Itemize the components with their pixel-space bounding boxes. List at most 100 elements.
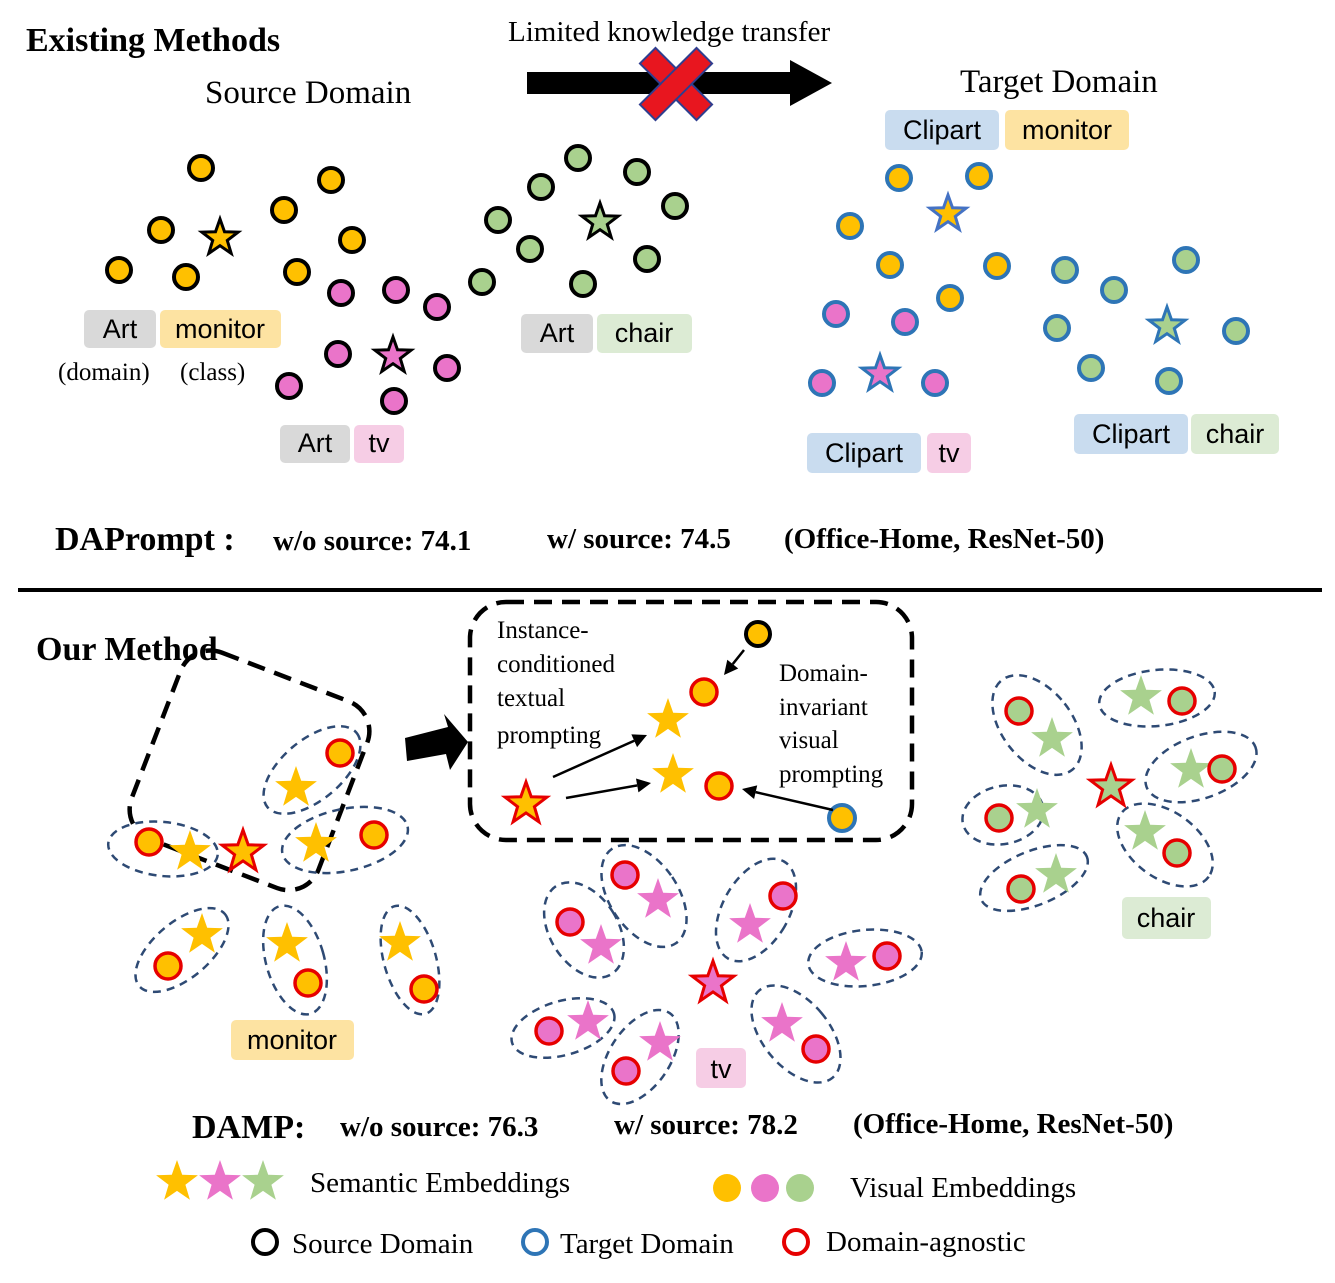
target-domain-title: Target Domain xyxy=(960,64,1158,100)
pair-group-outline xyxy=(280,805,410,875)
pink-target-visual-embedding xyxy=(921,369,949,397)
tag-chair: chair xyxy=(1122,897,1211,939)
gold-target-visual-embedding xyxy=(983,252,1011,280)
pink-semantic-embedding-star xyxy=(860,353,900,391)
method-name: DAMP: xyxy=(192,1109,305,1146)
textual-label-line-4: prompting xyxy=(497,722,602,749)
gold-source-visual-embedding xyxy=(172,263,200,291)
gold-target-visual-embedding xyxy=(836,212,864,240)
gold-semantic-embedding-star xyxy=(503,780,549,824)
pair-group-outline xyxy=(806,928,924,988)
gold-agnostic-visual-embedding xyxy=(153,951,183,981)
tag-clipart-monitor: Clipart monitor xyxy=(885,110,1129,150)
green-semantic-embedding-star xyxy=(1170,748,1212,788)
visual-label-line-2: invariant xyxy=(779,694,868,721)
pink-semantic-embedding-star xyxy=(567,1000,609,1040)
green-semantic-embedding-star xyxy=(1031,717,1073,757)
tag-class-text: chair xyxy=(615,318,674,348)
pink-target-visual-embedding xyxy=(822,300,850,328)
wo-source-score: w/o source: 74.1 xyxy=(273,525,471,557)
pink-agnostic-visual-embedding xyxy=(611,1056,641,1086)
gold-target-visual-embedding xyxy=(876,251,904,279)
gold-source-visual-embedding xyxy=(187,154,215,182)
textual-label-line-2: conditioned xyxy=(497,651,616,678)
tag-class-text: tv xyxy=(938,438,960,468)
pink-source-visual-embedding xyxy=(433,354,461,382)
gold-target-visual-embedding xyxy=(885,164,913,192)
pink-source-visual-embedding xyxy=(275,372,303,400)
green-semantic-embedding-star xyxy=(1016,788,1058,828)
gold-semantic-embedding-star xyxy=(275,766,317,806)
tag-class-text: chair xyxy=(1137,903,1196,933)
pink-agnostic-visual-embedding xyxy=(768,881,798,911)
tag-domain-text: Art xyxy=(103,314,138,344)
tag-domain-text: Clipart xyxy=(1092,419,1171,449)
pink-source-visual-embedding xyxy=(423,293,451,321)
pair-group-outline xyxy=(1097,668,1217,728)
gold-visual-legend-swatch xyxy=(713,1174,741,1202)
gold-semantic-embedding-star xyxy=(295,822,337,862)
green-agnostic-visual-embedding xyxy=(1162,838,1192,868)
agnostic-domain-legend-ring xyxy=(782,1228,810,1256)
wo-source-score: w/o source: 76.3 xyxy=(340,1111,538,1143)
green-visual-legend-swatch xyxy=(786,1174,814,1202)
green-target-visual-embedding xyxy=(1155,367,1183,395)
green-agnostic-visual-embedding xyxy=(1004,696,1034,726)
pink-semantic-embedding-star xyxy=(637,878,679,918)
gold-agnostic-visual-embedding xyxy=(704,771,734,801)
gold-source-visual-embedding xyxy=(744,620,772,648)
gold-semantic-embedding-star xyxy=(156,1160,198,1200)
zoom-arrow xyxy=(405,714,468,770)
pair-group-outline xyxy=(262,724,362,816)
pink-semantic-embedding-star xyxy=(199,1160,241,1200)
gold-agnostic-visual-embedding xyxy=(359,820,389,850)
green-source-visual-embedding xyxy=(527,173,555,201)
gold-semantic-embedding-star xyxy=(266,922,308,962)
zoom-region xyxy=(127,648,372,893)
gold-semantic-embedding-star xyxy=(200,217,240,255)
tag-domain-text: Art xyxy=(298,428,333,458)
tag-class-text: monitor xyxy=(247,1025,337,1055)
domain-agnostic-clusters xyxy=(106,668,1258,1106)
tag-class-text: tv xyxy=(710,1054,732,1084)
bottom-title: Our Method xyxy=(36,631,218,668)
pink-source-visual-embedding xyxy=(324,340,352,368)
green-target-visual-embedding xyxy=(1043,314,1071,342)
gold-target-visual-embedding xyxy=(936,284,964,312)
legend-source-label: Source Domain xyxy=(292,1228,474,1260)
target-domain-cluster xyxy=(808,162,1250,397)
pair-group-outline xyxy=(379,904,441,1016)
gold-target-visual-embedding xyxy=(827,803,857,833)
green-target-visual-embedding xyxy=(1077,354,1105,382)
gold-semantic-embedding-star xyxy=(379,921,421,961)
green-target-visual-embedding xyxy=(1100,276,1128,304)
tag-class-text: tv xyxy=(368,428,390,458)
source-domain-legend-ring xyxy=(251,1228,279,1256)
pair-group-outline xyxy=(978,843,1090,913)
pink-semantic-embedding-star xyxy=(690,959,736,1003)
gold-agnostic-visual-embedding xyxy=(689,677,719,707)
source-domain-cluster xyxy=(105,144,689,415)
green-agnostic-visual-embedding xyxy=(1167,686,1197,716)
tag-class-text: chair xyxy=(1206,419,1265,449)
gold-source-visual-embedding xyxy=(105,256,133,284)
pink-semantic-embedding-star xyxy=(373,335,413,373)
detail-box: Instance- conditioned textual prompting … xyxy=(467,599,915,843)
pink-agnostic-visual-embedding xyxy=(801,1034,831,1064)
green-source-visual-embedding xyxy=(484,206,512,234)
prompting-arrow xyxy=(552,734,647,779)
pair-group-outline xyxy=(542,881,626,979)
cross-icon xyxy=(638,46,714,122)
pair-group-outline xyxy=(1115,802,1215,888)
green-source-visual-embedding xyxy=(633,245,661,273)
blocked-transfer-arrow xyxy=(527,46,832,122)
green-semantic-embedding-star xyxy=(1035,853,1077,893)
pair-group-outline xyxy=(510,996,616,1060)
green-agnostic-visual-embedding xyxy=(984,803,1014,833)
green-source-visual-embedding xyxy=(564,144,592,172)
pink-source-visual-embedding xyxy=(327,279,355,307)
legend: Semantic Embeddings Visual Embeddings So… xyxy=(156,1160,1076,1260)
green-semantic-embedding-star xyxy=(580,201,620,239)
pink-semantic-embedding-star xyxy=(729,903,771,943)
